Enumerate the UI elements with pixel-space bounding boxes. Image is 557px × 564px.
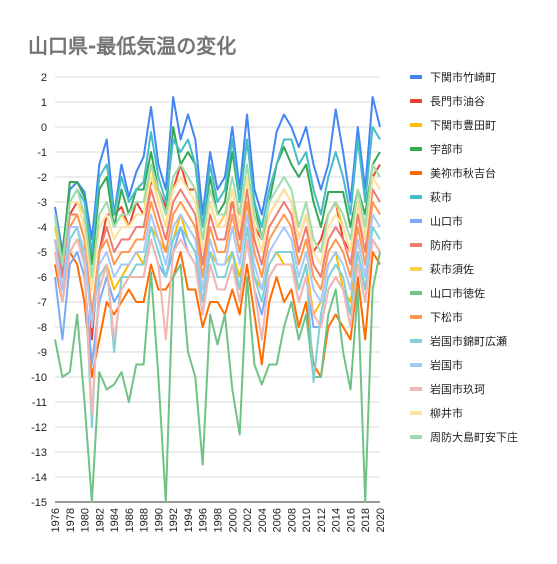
series-line-14 xyxy=(54,176,381,291)
y-tick-label: -9 xyxy=(37,347,47,359)
y-tick-label: -3 xyxy=(37,197,47,209)
series-line-10 xyxy=(54,201,381,316)
series-line-15 xyxy=(54,163,381,278)
y-tick-label: -7 xyxy=(37,297,47,309)
series-line-7 xyxy=(54,188,381,316)
x-tick-label: 2018 xyxy=(360,508,372,532)
x-tick-label: 2000 xyxy=(227,508,239,532)
x-tick-label: 2002 xyxy=(242,508,254,532)
legend-label: 防府市 xyxy=(430,238,463,252)
legend-label: 下関市竹崎町 xyxy=(430,70,496,84)
y-tick-label: 0 xyxy=(41,122,47,134)
x-tick-label: 1976 xyxy=(50,508,62,532)
x-tick-label: 2006 xyxy=(272,508,284,532)
x-tick-label: 1988 xyxy=(139,508,151,532)
series-line-13 xyxy=(54,238,381,416)
legend-label: 美祢市秋吉台 xyxy=(430,166,496,180)
legend-item: 下関市豊田町 xyxy=(410,118,496,132)
x-tick-label: 2004 xyxy=(257,508,269,532)
legend-item: 岩国市錦町広瀬 xyxy=(410,334,507,348)
x-tick-label: 1992 xyxy=(168,508,180,532)
x-tick-label: 1984 xyxy=(109,508,121,532)
y-tick-label: -6 xyxy=(37,272,47,284)
x-tick-label: 1996 xyxy=(198,508,210,532)
x-tick-label: 2020 xyxy=(375,508,387,532)
x-axis-ticks: 1976 1978 1980 1982 1984 1986 1988 1990 1992 1994… xyxy=(50,508,387,532)
legend-item: 柳井市 xyxy=(410,406,463,420)
series-lines xyxy=(54,96,381,503)
legend-label: 長門市油谷 xyxy=(430,94,485,108)
y-tick-label: -12 xyxy=(31,422,47,434)
x-tick-label: 2012 xyxy=(316,508,328,532)
legend-label: 山口市徳佐 xyxy=(430,286,485,300)
y-tick-label: -13 xyxy=(31,447,47,459)
x-tick-label: 1982 xyxy=(94,508,106,532)
legend-item: 周防大島町安下庄 xyxy=(410,430,518,444)
legend-item: 下松市 xyxy=(410,310,463,324)
legend-label: 岩国市 xyxy=(430,358,463,372)
y-tick-label: -8 xyxy=(37,322,47,334)
x-tick-label: 2010 xyxy=(301,508,313,532)
x-tick-label: 1986 xyxy=(124,508,136,532)
y-tick-label: -2 xyxy=(37,172,47,184)
x-tick-label: 2014 xyxy=(331,508,343,532)
y-tick-label: 2 xyxy=(41,72,47,84)
chart-title: 山口県-最低気温の変化 xyxy=(28,34,237,58)
y-tick-label: 1 xyxy=(41,97,47,109)
y-tick-label: -10 xyxy=(31,372,47,384)
legend-label: 下松市 xyxy=(430,310,463,324)
x-tick-label: 1978 xyxy=(65,508,77,532)
y-axis-ticks: 2 1 0 -1 -2 -3 -4 -5 -6 -7 -8 -9 -10 -11 -12 -13 -14 -15 xyxy=(31,72,47,509)
x-tick-label: 2008 xyxy=(286,508,298,532)
x-tick-label: 1990 xyxy=(153,508,165,532)
series-line-5 xyxy=(54,126,381,278)
legend-label: 岩国市玖珂 xyxy=(430,382,485,396)
legend-item: 萩市 xyxy=(410,190,452,204)
legend-item: 山口市 xyxy=(410,214,463,228)
legend-item: 長門市油谷 xyxy=(410,94,485,108)
legend-item: 岩国市 xyxy=(410,358,463,372)
legend-item: 防府市 xyxy=(410,238,463,252)
legend-item: 岩国市玖珂 xyxy=(410,382,485,396)
legend-label: 岩国市錦町広瀬 xyxy=(430,334,507,348)
legend-label: 周防大島町安下庄 xyxy=(430,430,518,444)
legend-item: 山口市徳佐 xyxy=(410,286,485,300)
legend-item: 萩市須佐 xyxy=(410,262,474,276)
series-line-12 xyxy=(54,213,381,328)
x-tick-label: 1994 xyxy=(183,508,195,532)
legend-label: 萩市須佐 xyxy=(430,262,474,276)
legend-label: 下関市豊田町 xyxy=(430,118,496,132)
x-tick-label: 1998 xyxy=(213,508,225,532)
legend-label: 山口市 xyxy=(430,214,463,228)
y-tick-label: -14 xyxy=(31,472,47,484)
series-line-9 xyxy=(54,251,381,503)
x-tick-label: 2016 xyxy=(345,508,357,532)
legend-label: 宇部市 xyxy=(430,142,463,156)
x-tick-label: 1980 xyxy=(80,508,92,532)
legend: 下関市竹崎町長門市油谷下関市豊田町宇部市美祢市秋吉台萩市山口市防府市萩市須佐山口… xyxy=(410,70,518,444)
legend-item: 美祢市秋吉台 xyxy=(410,166,496,180)
y-tick-label: -4 xyxy=(37,222,47,234)
y-tick-label: -1 xyxy=(37,147,47,159)
legend-label: 萩市 xyxy=(430,190,452,204)
legend-label: 柳井市 xyxy=(430,406,463,420)
y-tick-label: -5 xyxy=(37,247,47,259)
series-line-0 xyxy=(54,96,381,253)
legend-item: 宇部市 xyxy=(410,142,463,156)
legend-item: 下関市竹崎町 xyxy=(410,70,496,84)
y-tick-label: -11 xyxy=(32,397,47,409)
y-tick-label: -15 xyxy=(31,497,47,509)
